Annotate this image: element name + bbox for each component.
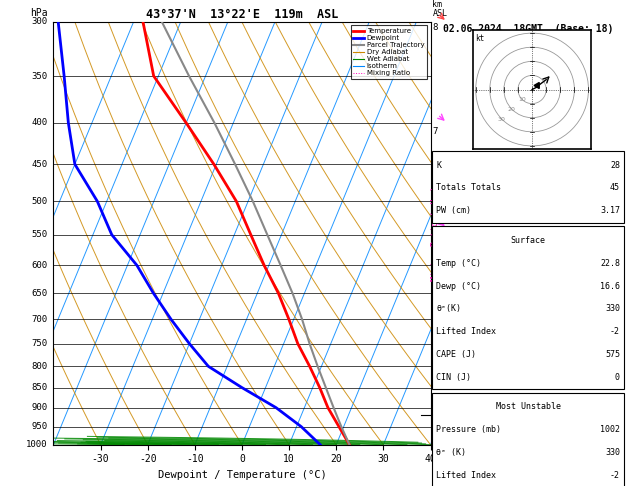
Text: LCL: LCL <box>431 411 445 420</box>
Text: -2: -2 <box>610 327 620 336</box>
Text: 300: 300 <box>31 17 48 26</box>
Text: 350: 350 <box>31 71 48 81</box>
Text: © weatheronline.co.uk: © weatheronline.co.uk <box>480 434 577 443</box>
Text: 45: 45 <box>610 183 620 192</box>
Text: Lifted Index: Lifted Index <box>437 327 496 336</box>
Text: 5: 5 <box>432 227 438 236</box>
Text: 500: 500 <box>31 197 48 206</box>
Text: 3: 3 <box>432 320 438 329</box>
Text: hPa: hPa <box>30 8 48 17</box>
Text: 400: 400 <box>31 119 48 127</box>
Text: 330: 330 <box>605 304 620 313</box>
Text: Dewp (°C): Dewp (°C) <box>437 281 481 291</box>
Title: 43°37'N  13°22'E  119m  ASL: 43°37'N 13°22'E 119m ASL <box>146 8 338 21</box>
Text: 750: 750 <box>31 339 48 348</box>
Text: Surface: Surface <box>511 236 546 245</box>
Text: Most Unstable: Most Unstable <box>496 402 560 412</box>
Text: 800: 800 <box>31 362 48 371</box>
Text: Totals Totals: Totals Totals <box>437 183 501 192</box>
Text: PW (cm): PW (cm) <box>437 206 471 215</box>
Text: 330: 330 <box>605 448 620 457</box>
Text: 700: 700 <box>31 315 48 324</box>
Text: Pressure (mb): Pressure (mb) <box>437 425 501 434</box>
Text: -2: -2 <box>610 471 620 480</box>
Text: 950: 950 <box>31 422 48 431</box>
Text: 1002: 1002 <box>600 425 620 434</box>
Text: 550: 550 <box>31 230 48 239</box>
Text: 575: 575 <box>605 350 620 359</box>
Text: 650: 650 <box>31 289 48 298</box>
Text: km
ASL: km ASL <box>432 0 447 17</box>
X-axis label: Dewpoint / Temperature (°C): Dewpoint / Temperature (°C) <box>158 470 326 480</box>
Text: 16.6: 16.6 <box>600 281 620 291</box>
Text: 7: 7 <box>432 127 438 136</box>
Bar <box>433 393 624 486</box>
Text: 600: 600 <box>31 261 48 270</box>
Text: 6: 6 <box>432 176 438 186</box>
Text: 1: 1 <box>432 405 438 414</box>
Text: 3.17: 3.17 <box>600 206 620 215</box>
Text: Mixing Ratio (g/kg): Mixing Ratio (g/kg) <box>430 186 440 281</box>
Text: 2: 2 <box>432 364 438 373</box>
Text: 4: 4 <box>432 277 438 286</box>
Text: Lifted Index: Lifted Index <box>437 471 496 480</box>
Text: K: K <box>437 160 442 170</box>
Legend: Temperature, Dewpoint, Parcel Trajectory, Dry Adiabat, Wet Adiabat, Isotherm, Mi: Temperature, Dewpoint, Parcel Trajectory… <box>350 25 427 79</box>
Text: 22.8: 22.8 <box>600 259 620 268</box>
Text: CIN (J): CIN (J) <box>437 373 471 382</box>
Text: 28: 28 <box>610 160 620 170</box>
Text: 850: 850 <box>31 383 48 392</box>
Text: 900: 900 <box>31 403 48 412</box>
Text: Temp (°C): Temp (°C) <box>437 259 481 268</box>
Text: 1000: 1000 <box>26 440 48 449</box>
Text: 02.06.2024  18GMT  (Base: 18): 02.06.2024 18GMT (Base: 18) <box>443 24 613 34</box>
Text: θᵉ (K): θᵉ (K) <box>437 448 466 457</box>
Text: 0: 0 <box>615 373 620 382</box>
Bar <box>433 151 624 223</box>
Text: θᵉ(K): θᵉ(K) <box>437 304 461 313</box>
Text: 8: 8 <box>432 23 438 32</box>
Bar <box>433 226 624 389</box>
Text: 450: 450 <box>31 160 48 169</box>
Text: CAPE (J): CAPE (J) <box>437 350 476 359</box>
